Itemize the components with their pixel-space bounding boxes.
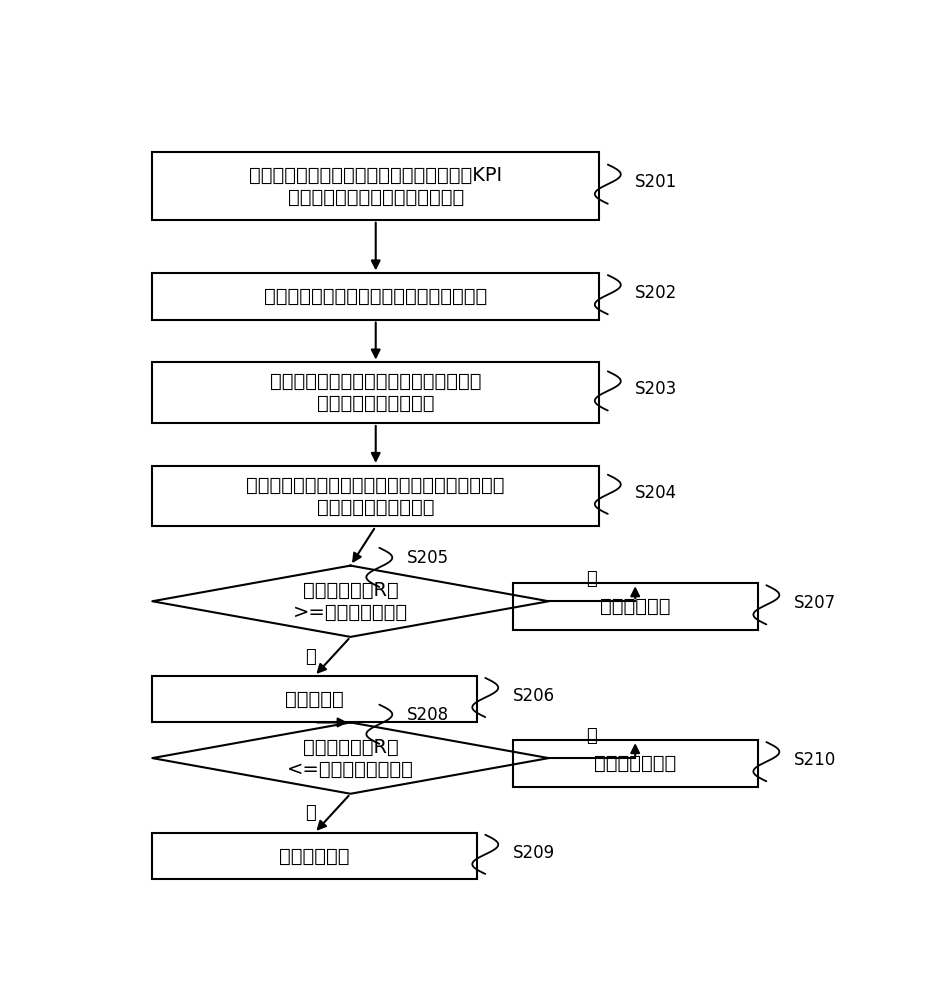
Text: S205: S205 [406, 549, 449, 567]
Text: S203: S203 [635, 380, 677, 398]
Text: 从网管中心采集某区域在某一时间段的网络KPI
数据，统计网络资源参数的平均值: 从网管中心采集某区域在某一时间段的网络KPI 数据，统计网络资源参数的平均值 [249, 165, 502, 206]
Bar [153, 362, 599, 423]
Text: 不去激活辅载波: 不去激活辅载波 [594, 754, 676, 773]
Text: 根据网络资源参数的平均值和权重，计算
表征网络资源情况的值: 根据网络资源参数的平均值和权重，计算 表征网络资源情况的值 [270, 372, 482, 413]
Text: 网络资源当前R值
<=去激活辅载波门限: 网络资源当前R值 <=去激活辅载波门限 [287, 738, 414, 779]
Text: S206: S206 [512, 687, 555, 705]
Bar [153, 676, 476, 722]
Polygon shape [153, 566, 549, 637]
Text: S208: S208 [406, 706, 449, 724]
Bar [153, 152, 599, 220]
Text: 根据网络实际情况配置网络资源参数的权重: 根据网络实际情况配置网络资源参数的权重 [264, 287, 487, 306]
Text: S202: S202 [635, 284, 677, 302]
Text: 激活辅载波: 激活辅载波 [286, 690, 344, 709]
Text: 是: 是 [305, 804, 316, 822]
Text: 网络资源当前R值
>=激活辅载波门限: 网络资源当前R值 >=激活辅载波门限 [293, 581, 408, 622]
Bar [153, 273, 599, 320]
Bar [153, 466, 599, 526]
Bar [153, 833, 476, 879]
Text: 不激活辅载波: 不激活辅载波 [600, 597, 671, 616]
Text: S210: S210 [794, 751, 836, 769]
Text: 去激活辅载波: 去激活辅载波 [279, 847, 350, 866]
Text: 是: 是 [305, 648, 316, 666]
Bar [512, 583, 758, 630]
Text: S201: S201 [635, 173, 677, 191]
Polygon shape [153, 722, 549, 794]
Text: 否: 否 [587, 727, 597, 745]
Text: 根据表征网络资源情况的值配置激活辅载波门限值
和去激活辅载波门限值: 根据表征网络资源情况的值配置激活辅载波门限值 和去激活辅载波门限值 [246, 476, 505, 517]
Text: 否: 否 [587, 570, 597, 588]
Text: S204: S204 [635, 484, 677, 502]
Text: S207: S207 [794, 594, 836, 612]
Text: S209: S209 [512, 844, 555, 862]
Bar [512, 740, 758, 787]
